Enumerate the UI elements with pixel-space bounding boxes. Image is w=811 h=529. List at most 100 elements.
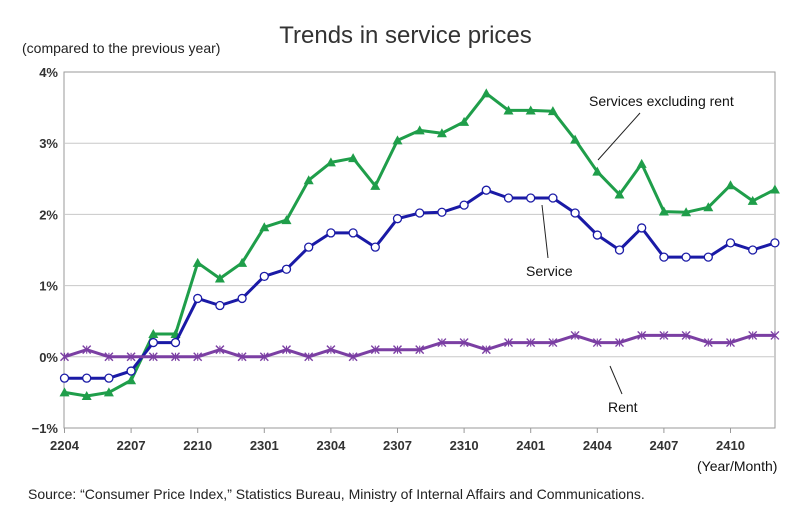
data-point-rent bbox=[526, 338, 536, 348]
y-axis-ticks: −1% 0% 1% 2% 3% 4% bbox=[32, 65, 59, 436]
data-point-rent bbox=[504, 338, 513, 348]
x-tick-label: 2404 bbox=[583, 438, 613, 453]
data-point-service bbox=[526, 193, 536, 203]
data-point-service bbox=[459, 200, 469, 210]
data-point-rent bbox=[659, 330, 669, 340]
series-callouts: Services excluding rent Service Rent bbox=[526, 93, 734, 415]
x-tick-label: 2210 bbox=[183, 438, 212, 453]
data-point-service bbox=[748, 245, 758, 255]
data-point-rent bbox=[415, 345, 425, 355]
data-point-services-excluding-rent bbox=[59, 387, 70, 397]
data-point-rent bbox=[637, 330, 647, 340]
data-point-service bbox=[681, 252, 691, 262]
data-point-services-excluding-rent bbox=[81, 390, 92, 400]
data-point-services-excluding-rent bbox=[547, 106, 558, 116]
data-point-services-excluding-rent bbox=[414, 125, 425, 135]
data-point-service bbox=[348, 228, 358, 238]
data-point-rent bbox=[326, 345, 336, 355]
x-tick-label: 2407 bbox=[649, 438, 678, 453]
data-point-service bbox=[637, 223, 647, 233]
data-point-rent bbox=[60, 352, 69, 362]
y-tick-label: −1% bbox=[32, 421, 59, 436]
data-point-service bbox=[59, 373, 70, 383]
leader-line-rent bbox=[609, 365, 623, 395]
data-point-rent bbox=[104, 352, 114, 362]
series-label-services-excluding-rent: Services excluding rent bbox=[589, 93, 734, 109]
data-point-service bbox=[215, 300, 225, 311]
y-tick-label: 1% bbox=[39, 279, 58, 294]
data-point-rent bbox=[215, 345, 225, 355]
data-point-rent bbox=[748, 330, 758, 340]
data-point-services-excluding-rent bbox=[725, 180, 736, 190]
data-point-service bbox=[304, 242, 314, 252]
data-point-rent bbox=[703, 338, 713, 348]
data-point-services-excluding-rent bbox=[636, 158, 647, 168]
data-point-services-excluding-rent bbox=[681, 207, 692, 217]
data-point-rent bbox=[437, 338, 447, 348]
data-point-service bbox=[548, 193, 558, 203]
data-point-service bbox=[481, 185, 491, 195]
y-tick-label: 4% bbox=[39, 65, 58, 80]
gridlines bbox=[64, 142, 775, 358]
data-point-rent bbox=[459, 338, 469, 348]
source-note: Source: “Consumer Price Index,” Statisti… bbox=[28, 486, 645, 502]
data-point-rent bbox=[126, 352, 136, 362]
data-point-services-excluding-rent bbox=[503, 105, 514, 115]
x-tick-label: 2410 bbox=[716, 438, 745, 453]
data-point-services-excluding-rent bbox=[614, 189, 625, 199]
y-tick-label: 2% bbox=[39, 207, 58, 222]
x-tick-label: 2401 bbox=[516, 438, 545, 453]
series-group bbox=[59, 88, 780, 400]
data-point-services-excluding-rent bbox=[436, 128, 447, 138]
data-point-rent bbox=[259, 352, 269, 362]
data-point-services-excluding-rent bbox=[214, 273, 225, 283]
data-point-services-excluding-rent bbox=[392, 135, 403, 145]
data-point-service bbox=[437, 207, 447, 217]
data-point-service bbox=[170, 337, 181, 348]
data-point-rent bbox=[237, 352, 247, 362]
data-point-services-excluding-rent bbox=[703, 202, 714, 212]
data-point-rent bbox=[592, 338, 602, 348]
leader-line-service bbox=[541, 204, 549, 259]
data-point-service bbox=[392, 214, 403, 224]
data-point-service bbox=[326, 228, 336, 238]
x-tick-label: 2301 bbox=[250, 438, 279, 453]
data-point-rent bbox=[348, 352, 358, 362]
data-point-rent bbox=[726, 338, 735, 348]
x-tick-label: 2310 bbox=[450, 438, 479, 453]
data-point-services-excluding-rent bbox=[570, 134, 581, 144]
data-point-services-excluding-rent bbox=[259, 222, 270, 232]
data-point-services-excluding-rent bbox=[370, 180, 381, 190]
data-point-services-excluding-rent bbox=[747, 195, 758, 205]
x-axis-label: (Year/Month) bbox=[697, 458, 777, 474]
data-point-service bbox=[415, 208, 425, 218]
data-point-service bbox=[148, 337, 158, 348]
data-point-service bbox=[503, 193, 514, 203]
data-point-service bbox=[281, 264, 292, 274]
data-point-rent bbox=[570, 330, 580, 340]
data-point-service bbox=[370, 242, 380, 252]
data-point-rent bbox=[148, 352, 158, 362]
data-point-rent bbox=[770, 330, 780, 340]
y-tick-label: 3% bbox=[39, 136, 58, 151]
y-tick-label: 0% bbox=[39, 350, 58, 365]
data-point-services-excluding-rent bbox=[126, 375, 137, 385]
data-point-services-excluding-rent bbox=[769, 184, 780, 194]
data-point-services-excluding-rent bbox=[459, 116, 470, 126]
data-point-service bbox=[126, 366, 136, 376]
data-point-service bbox=[193, 293, 203, 304]
data-point-rent bbox=[171, 352, 180, 362]
data-point-service bbox=[703, 252, 713, 262]
x-tick-label: 2304 bbox=[316, 438, 346, 453]
series-label-service: Service bbox=[526, 263, 573, 279]
data-point-rent bbox=[681, 330, 691, 340]
data-point-rent bbox=[282, 345, 291, 355]
data-point-services-excluding-rent bbox=[348, 153, 359, 163]
data-point-service bbox=[725, 238, 736, 248]
x-tick-label: 2207 bbox=[117, 438, 146, 453]
data-point-services-excluding-rent bbox=[525, 105, 536, 115]
series-label-rent: Rent bbox=[608, 399, 638, 415]
data-point-service bbox=[259, 271, 269, 281]
data-point-rent bbox=[370, 345, 380, 355]
